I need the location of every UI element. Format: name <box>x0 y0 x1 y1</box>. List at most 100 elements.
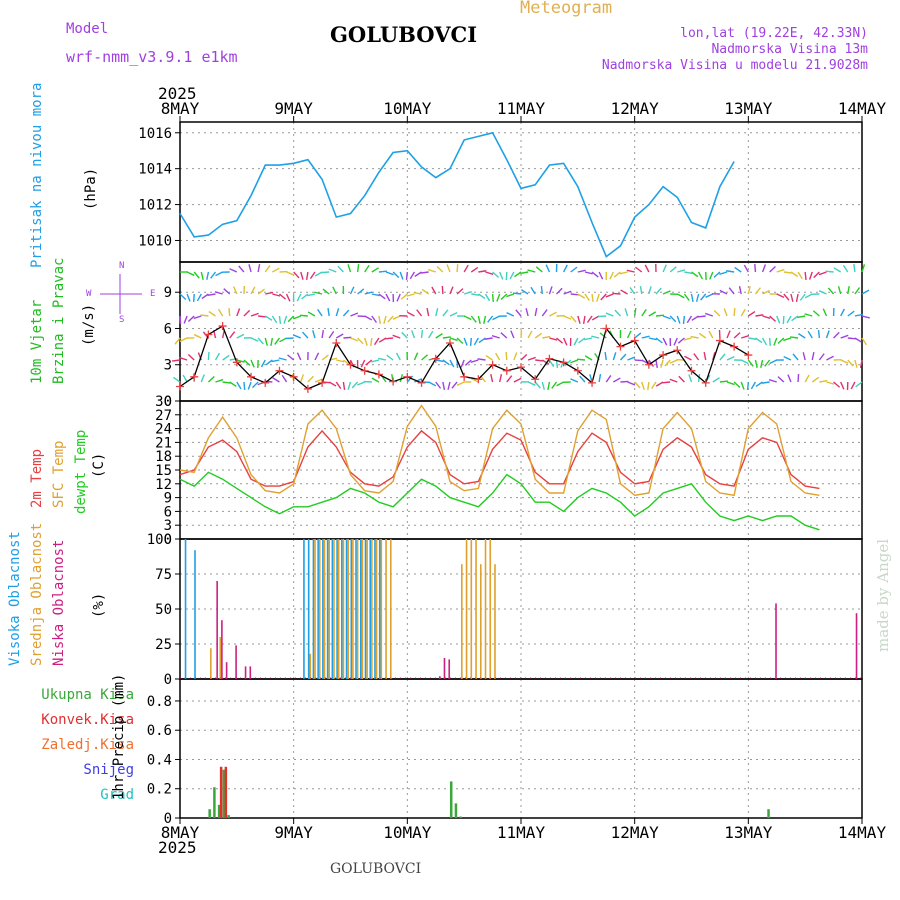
compass-w: W <box>86 289 92 299</box>
wind-arrow <box>201 293 209 300</box>
wind-gust-marker <box>588 378 597 387</box>
wind-arrow <box>768 337 771 347</box>
cloud-bar <box>479 564 482 679</box>
wind-arrow <box>383 315 387 324</box>
cloud-bar <box>775 603 777 679</box>
wind-arrow <box>797 315 806 319</box>
wind-arrow <box>299 314 308 317</box>
wind-arrow <box>483 315 487 324</box>
wind-arrow <box>548 359 555 368</box>
wind-arrow <box>335 381 342 390</box>
wind-arrow <box>790 271 799 277</box>
wind-arrow <box>578 337 586 344</box>
wind-arrow <box>797 271 803 280</box>
wind-arrow <box>357 381 365 386</box>
wind-arrow <box>620 289 628 295</box>
wind-arrow <box>708 330 714 339</box>
cloud-bar <box>356 539 359 679</box>
wind-arrow <box>709 271 714 280</box>
cloud-bar <box>347 539 349 679</box>
cloud-bar <box>378 539 381 679</box>
cloud-bar <box>361 539 364 679</box>
wind-arrow <box>825 270 834 273</box>
wind-arrow <box>740 308 746 317</box>
wind-arrow <box>690 335 699 339</box>
wind-arrow <box>392 334 401 339</box>
wind-arrow <box>850 381 856 390</box>
wind-arrow <box>591 293 594 303</box>
wind-arrow <box>684 271 693 275</box>
wind-gust-marker <box>502 366 511 375</box>
wind-arrow <box>492 315 500 321</box>
y-tick-label: 0 <box>164 672 172 688</box>
wind-arrow <box>584 355 593 361</box>
wind-arrow <box>747 310 756 317</box>
precip-zaledj-label: Zaledj.Kisa <box>41 737 134 753</box>
wind-arrow <box>769 359 778 365</box>
wind-arrow <box>400 293 408 300</box>
wind-arrow <box>861 289 870 295</box>
wind-arrow <box>229 268 238 273</box>
wind-arrow <box>485 354 493 361</box>
wind-arrow <box>598 373 602 383</box>
wind-arrow <box>634 381 641 389</box>
wind-arrow <box>655 314 665 317</box>
wind-arrow <box>648 311 657 317</box>
wind-arrow <box>463 337 468 346</box>
wind-arrow <box>614 309 621 317</box>
wind-arrow <box>328 381 337 387</box>
x-tick-label-bottom: 10MAY <box>383 823 432 842</box>
wind-arrow <box>620 380 629 383</box>
wind-arrow <box>279 337 287 343</box>
cloud-bar <box>359 539 362 679</box>
wind-arrow <box>500 293 508 301</box>
wind-arrow <box>777 376 785 383</box>
wind-arrow <box>826 355 834 361</box>
wind-arrow <box>456 337 464 345</box>
wind-arrow <box>698 332 707 339</box>
wind-arrow <box>314 378 323 383</box>
wind-gust-marker <box>701 378 710 387</box>
wind-arrow <box>200 314 209 317</box>
wind-arrow <box>401 331 408 339</box>
x-tick-label-bottom: 11MAY <box>497 823 546 842</box>
wind-arrow <box>215 378 224 383</box>
wind-arrow <box>387 315 394 323</box>
wind-arrow <box>634 332 642 339</box>
wind-arrow <box>314 352 320 361</box>
wind-arrow <box>683 337 692 341</box>
wind-arrow <box>802 352 806 361</box>
cloud-bar <box>364 539 367 679</box>
wind-arrow <box>426 308 430 317</box>
wind-arrow <box>351 381 359 389</box>
wind-arrow <box>499 271 504 280</box>
wind-arrow <box>174 337 181 345</box>
wind-arrow <box>238 265 245 273</box>
cloud-bar <box>309 653 312 679</box>
wind-arrow <box>378 315 381 325</box>
wind-arrow <box>378 357 387 361</box>
wind-arrow <box>673 337 678 346</box>
cloud-bar <box>341 539 343 679</box>
wind-arrow <box>847 337 856 340</box>
wind-arrow <box>527 381 536 386</box>
y-tick-label: 1012 <box>138 198 172 214</box>
compass-n: N <box>119 261 125 271</box>
wind-arrow <box>669 266 677 273</box>
wind-arrow <box>570 293 579 296</box>
meteogram-title: Meteogram <box>520 0 613 18</box>
wind-gust-marker <box>616 342 625 351</box>
wind-arrow <box>584 337 593 341</box>
wind-arrow <box>309 271 316 279</box>
wind-arrow <box>754 287 761 295</box>
wind-arrow <box>214 291 223 295</box>
wind-arrow <box>307 311 316 317</box>
x-tick-label-top: 14MAY <box>838 99 887 118</box>
wind-arrow <box>545 264 551 273</box>
cloud-bar <box>345 539 348 679</box>
wind-arrow <box>420 271 429 274</box>
precip-ukupna-label: Ukupna Kisa <box>41 687 134 703</box>
wind-arrow <box>792 353 799 361</box>
wind-gust-marker <box>417 378 426 387</box>
wind-gust-marker <box>332 338 341 347</box>
